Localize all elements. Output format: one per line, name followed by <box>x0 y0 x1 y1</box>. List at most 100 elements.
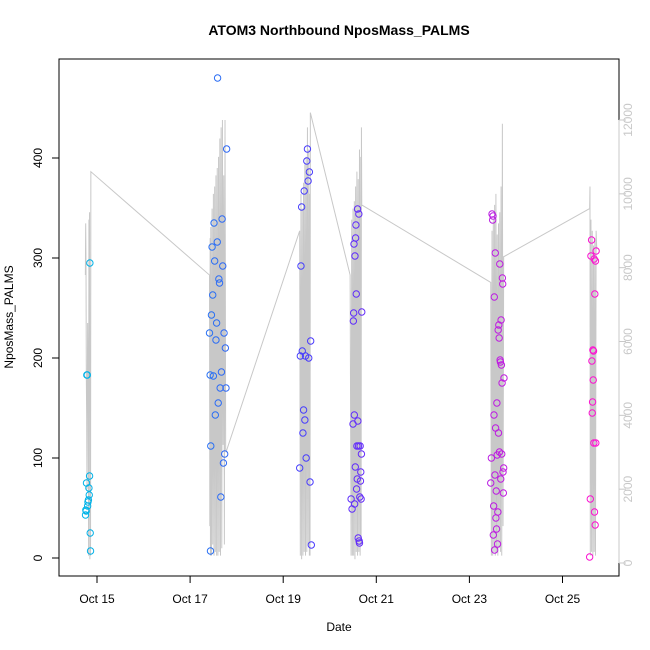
data-point <box>497 475 505 483</box>
data-point <box>211 411 220 419</box>
x-tick-label: Oct 25 <box>545 592 581 606</box>
data-point <box>295 464 304 472</box>
data-point <box>489 502 498 510</box>
data-point <box>208 243 216 251</box>
y-tick-label: 100 <box>31 448 45 468</box>
data-point <box>209 291 217 299</box>
data-point <box>207 311 216 319</box>
altitude-line <box>84 112 598 560</box>
data-point <box>488 216 497 224</box>
y-axis: 0 100 200 300 400 <box>31 148 60 561</box>
data-point <box>589 346 597 354</box>
data-point <box>492 487 500 495</box>
data-point <box>303 145 312 153</box>
points-layer <box>81 74 600 561</box>
data-point <box>218 215 226 223</box>
data-point <box>591 290 599 298</box>
data-point <box>353 205 362 213</box>
data-point <box>210 219 218 227</box>
y2-tick-label: 4000 <box>621 402 635 429</box>
data-point <box>300 187 308 195</box>
data-point <box>499 464 508 472</box>
data-point <box>219 459 228 467</box>
y2-tick-label: 0 <box>621 559 635 566</box>
data-point <box>219 262 227 270</box>
data-point <box>500 374 508 382</box>
data-point <box>494 508 502 516</box>
data-point <box>354 534 362 542</box>
data-point <box>490 546 499 554</box>
data-point <box>213 238 221 246</box>
data-point <box>490 293 498 301</box>
data-point <box>86 529 94 537</box>
data-point <box>357 468 365 476</box>
data-point <box>206 371 214 379</box>
data-point <box>350 500 359 508</box>
y-tick-label: 300 <box>31 248 45 268</box>
data-point <box>347 495 355 503</box>
data-point <box>588 398 597 406</box>
data-point <box>216 384 224 392</box>
data-point <box>307 541 316 549</box>
data-point <box>85 472 94 480</box>
data-point <box>592 439 600 447</box>
y2-tick-label: 6000 <box>621 328 635 355</box>
data-point <box>492 525 501 533</box>
data-point <box>491 471 499 479</box>
data-point <box>586 495 594 503</box>
data-point <box>590 439 598 447</box>
x-axis: Oct 15 Oct 17 Oct 19 Oct 21 Oct 23 Oct 25 <box>79 575 581 606</box>
data-point <box>299 406 308 414</box>
data-point <box>591 257 600 265</box>
data-point <box>298 347 306 355</box>
data-point <box>85 491 93 499</box>
x-axis-label: Date <box>326 620 352 634</box>
data-point <box>494 429 503 437</box>
data-point <box>215 275 223 283</box>
data-point <box>495 448 504 456</box>
data-point <box>222 384 230 392</box>
data-point <box>496 260 504 268</box>
data-point <box>86 547 95 555</box>
data-point <box>349 309 358 317</box>
data-point <box>306 337 315 345</box>
data-point <box>84 496 93 504</box>
data-point <box>497 361 506 369</box>
data-point <box>301 416 309 424</box>
data-point <box>215 279 224 287</box>
data-point <box>585 553 594 561</box>
data-point <box>588 357 596 365</box>
x-tick-label: Oct 23 <box>452 592 488 606</box>
data-point <box>498 379 506 387</box>
x-tick-label: Oct 21 <box>359 592 395 606</box>
data-point <box>357 450 366 458</box>
data-point <box>212 319 221 327</box>
y-tick-label: 0 <box>31 554 45 561</box>
data-point <box>493 399 501 407</box>
data-point <box>299 429 307 437</box>
data-point <box>303 157 311 165</box>
data-point <box>296 352 305 360</box>
data-point <box>357 495 365 503</box>
data-point <box>351 234 360 242</box>
data-point <box>587 236 596 244</box>
data-point <box>493 540 502 548</box>
data-point <box>217 368 226 376</box>
data-point <box>297 262 305 270</box>
x-tick-label: Oct 17 <box>172 592 208 606</box>
data-point <box>83 371 92 379</box>
x-tick-label: Oct 19 <box>266 592 302 606</box>
data-point <box>212 336 220 344</box>
data-point <box>490 411 498 419</box>
data-point <box>86 259 94 267</box>
data-point <box>217 493 225 501</box>
data-point <box>305 168 314 176</box>
data-point <box>210 257 219 265</box>
data-point <box>214 399 222 407</box>
data-point <box>213 74 222 82</box>
data-point <box>498 450 506 458</box>
data-point <box>85 484 93 492</box>
y2-tick-label: 8000 <box>621 254 635 281</box>
data-point <box>297 203 306 211</box>
data-point <box>487 454 496 462</box>
